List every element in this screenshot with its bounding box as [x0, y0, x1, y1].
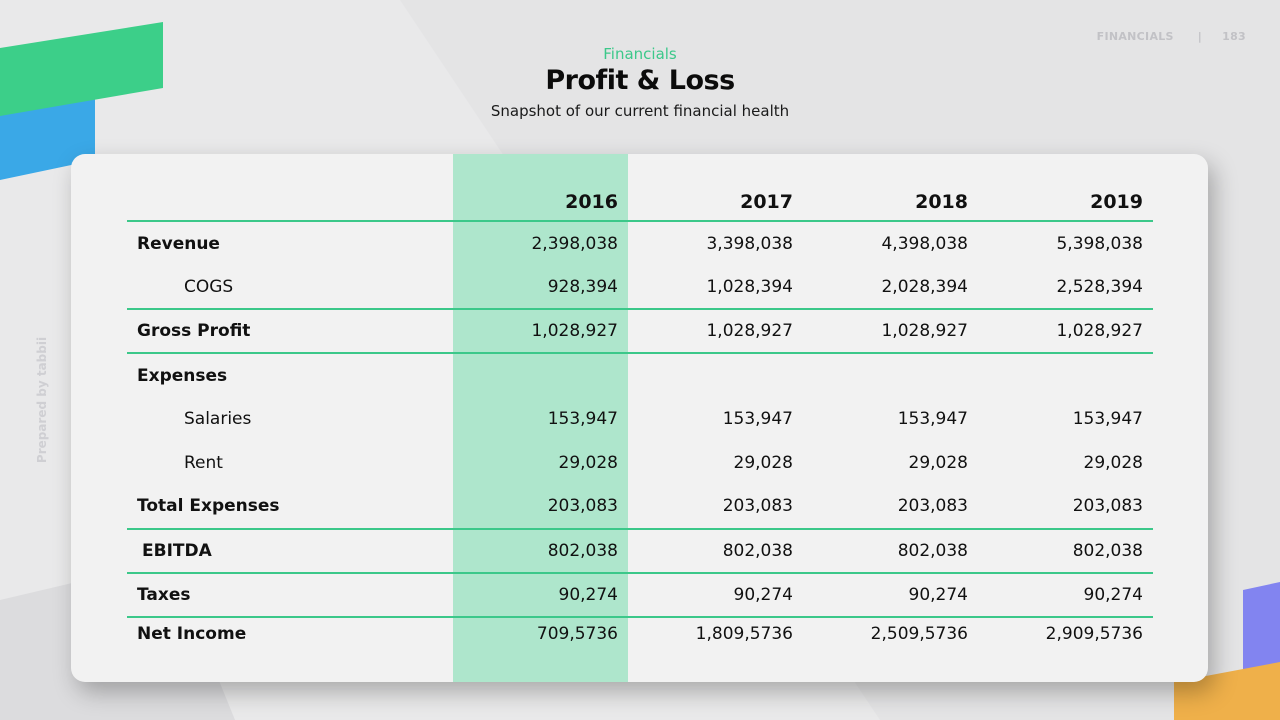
page-subtitle: Snapshot of our current financial health [490, 102, 790, 120]
row-value: 1,028,394 [706, 276, 793, 297]
row-label: COGS [184, 276, 234, 297]
page-number: 183 [1222, 30, 1246, 43]
row-value: 802,038 [722, 541, 793, 561]
row-value: 928,394 [547, 276, 618, 297]
row-value: 2,398,038 [531, 233, 618, 254]
row-label: Rent [184, 452, 223, 473]
row-label: Gross Profit [137, 321, 251, 341]
table-row-revenue: Revenue 2,398,038 3,398,038 4,398,038 5,… [127, 222, 1153, 265]
row-value: 29,028 [558, 452, 618, 473]
orange-accent-shape [1174, 662, 1280, 720]
year-header: 2019 [1090, 191, 1143, 213]
section-kicker: Financials [603, 45, 677, 63]
row-value: 90,274 [1083, 585, 1143, 605]
header-meta: FINANCIALS | 183 [1097, 30, 1246, 43]
row-label: Total Expenses [137, 496, 280, 516]
row-value: 153,947 [1072, 409, 1143, 429]
table-row-salaries: Salaries 153,947 153,947 153,947 153,947 [127, 397, 1153, 441]
row-label: Taxes [137, 585, 191, 605]
row-value: 802,038 [1072, 541, 1143, 561]
row-value: 2,909,5736 [1045, 624, 1143, 644]
row-value: 709,5736 [536, 624, 618, 644]
row-value: 802,038 [547, 541, 618, 561]
table-row-rent: Rent 29,028 29,028 29,028 29,028 [127, 441, 1153, 484]
row-value: 90,274 [558, 585, 618, 605]
row-value: 1,028,927 [531, 321, 618, 341]
row-value: 2,028,394 [881, 276, 968, 297]
row-value: 90,274 [733, 585, 793, 605]
row-value: 4,398,038 [881, 233, 968, 254]
year-header: 2016 [565, 191, 618, 213]
row-value: 1,809,5736 [695, 624, 793, 644]
table-header-row: 2016 2017 2018 2019 [127, 184, 1153, 222]
row-value: 153,947 [897, 409, 968, 429]
row-value: 29,028 [908, 452, 968, 473]
table-row-net-income: Net Income 709,5736 1,809,5736 2,509,573… [127, 618, 1153, 650]
row-value: 153,947 [547, 409, 618, 429]
table-row-taxes: Taxes 90,274 90,274 90,274 90,274 [127, 574, 1153, 618]
row-value: 203,083 [897, 496, 968, 516]
page-title: Profit & Loss [545, 65, 735, 96]
green-accent-shape [0, 22, 163, 116]
row-value: 29,028 [733, 452, 793, 473]
table-row-expenses: Expenses [127, 354, 1153, 397]
row-value: 1,028,927 [881, 321, 968, 341]
row-value: 802,038 [897, 541, 968, 561]
profit-loss-table: 2016 2017 2018 2019 Revenue 2,398,038 3,… [127, 184, 1153, 650]
title-block: Financials Profit & Loss Snapshot of our… [0, 44, 1280, 122]
section-label: FINANCIALS [1096, 30, 1174, 43]
row-value: 1,028,927 [706, 321, 793, 341]
year-header: 2018 [915, 191, 968, 213]
row-value: 29,028 [1083, 452, 1143, 473]
row-value: 1,028,927 [1056, 321, 1143, 341]
row-label: EBITDA [142, 541, 212, 561]
prepared-by-label: Prepared by tabbii [35, 336, 49, 464]
row-label: Expenses [137, 365, 228, 386]
table-row-cogs: COGS 928,394 1,028,394 2,028,394 2,528,3… [127, 265, 1153, 310]
row-value: 153,947 [722, 409, 793, 429]
row-value: 203,083 [722, 496, 793, 516]
row-value: 2,509,5736 [870, 624, 968, 644]
pl-card: 2016 2017 2018 2019 Revenue 2,398,038 3,… [71, 154, 1208, 682]
row-label: Salaries [184, 409, 252, 429]
row-label: Net Income [137, 624, 247, 644]
row-value: 3,398,038 [706, 233, 793, 254]
row-value: 2,528,394 [1056, 276, 1143, 297]
highlighted-year-column [453, 154, 628, 682]
row-value: 90,274 [908, 585, 968, 605]
header-separator: | [1197, 30, 1203, 43]
row-value: 5,398,038 [1056, 233, 1143, 254]
table-row-ebitda: EBITDA 802,038 802,038 802,038 802,038 [127, 530, 1153, 574]
row-label: Revenue [137, 233, 220, 254]
table-row-gross-profit: Gross Profit 1,028,927 1,028,927 1,028,9… [127, 310, 1153, 354]
table-row-total-expenses: Total Expenses 203,083 203,083 203,083 2… [127, 484, 1153, 530]
row-value: 203,083 [1072, 496, 1143, 516]
row-value: 203,083 [547, 496, 618, 516]
year-header: 2017 [740, 191, 793, 213]
